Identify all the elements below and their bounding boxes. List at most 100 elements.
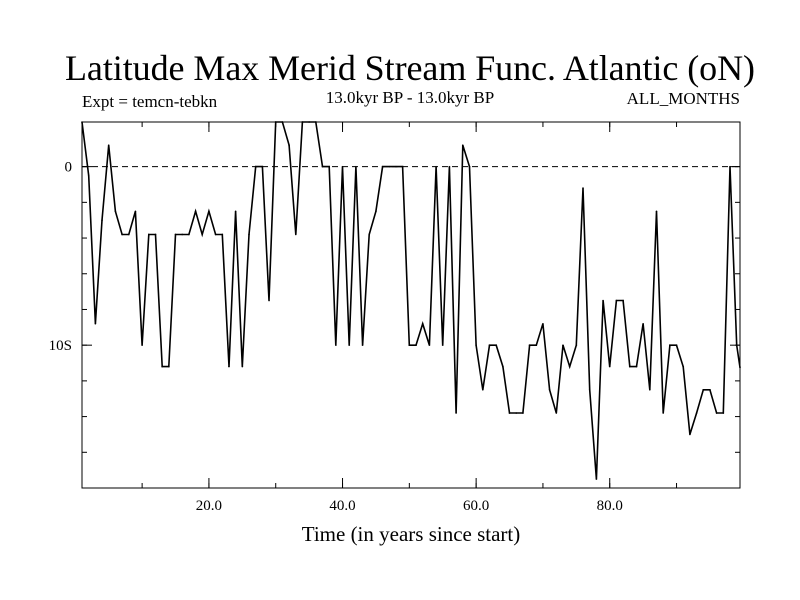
data-point: [308, 121, 310, 123]
data-point: [542, 322, 544, 325]
data-point: [81, 121, 83, 123]
data-point: [261, 165, 264, 168]
data-point: [107, 144, 110, 147]
data-point: [214, 233, 217, 236]
data-point: [341, 165, 344, 168]
data-point: [702, 389, 705, 391]
data-point: [461, 144, 464, 147]
data-point: [709, 389, 711, 391]
data-point: [355, 165, 357, 168]
data-point: [562, 344, 564, 346]
data-point: [208, 210, 210, 213]
data-point: [669, 344, 671, 346]
data-point: [715, 412, 718, 414]
data-point: [194, 210, 197, 213]
data-point: [388, 165, 391, 168]
data-point: [381, 165, 384, 168]
data-point: [321, 165, 324, 168]
data-point: [441, 344, 444, 346]
data-point: [375, 210, 377, 213]
x-tick-label: 20.0: [196, 498, 222, 514]
data-point: [368, 233, 371, 236]
data-point: [528, 344, 531, 346]
x-tick-label: 60.0: [463, 498, 489, 514]
data-point: [174, 233, 177, 236]
data-point: [695, 412, 698, 414]
data-point: [475, 344, 477, 346]
data-point: [395, 165, 397, 168]
months-label: ALL_MONTHS: [627, 89, 740, 108]
data-point: [154, 233, 157, 236]
x-tick-label: 40.0: [329, 498, 355, 514]
data-point: [675, 344, 678, 346]
data-point: [121, 233, 123, 236]
data-point: [94, 322, 97, 325]
data-point: [642, 322, 644, 325]
data-point: [568, 365, 571, 368]
data-point: [615, 299, 618, 302]
data-point: [428, 344, 431, 346]
data-point: [468, 165, 471, 168]
data-point: [555, 412, 558, 414]
series-points: [81, 121, 741, 480]
data-point: [435, 165, 437, 168]
series-line: [81, 121, 741, 480]
data-point: [522, 412, 524, 414]
data-point: [575, 344, 578, 346]
data-point: [234, 210, 237, 213]
data-point: [415, 344, 417, 346]
data-point: [161, 365, 163, 368]
data-point: [482, 389, 484, 391]
data-point: [608, 365, 611, 368]
data-point: [127, 233, 130, 236]
data-point: [622, 299, 624, 302]
data-point: [488, 344, 491, 346]
data-point: [515, 412, 518, 414]
data-point: [722, 412, 725, 414]
period-label: 13.0kyr BP - 13.0kyr BP: [326, 88, 494, 107]
data-point: [148, 233, 150, 236]
data-point: [141, 344, 143, 346]
data-point: [114, 210, 117, 213]
data-point: [281, 121, 284, 123]
data-point: [548, 389, 551, 391]
data-point: [254, 165, 257, 168]
data-point: [408, 344, 411, 346]
data-point: [421, 322, 424, 325]
data-point: [301, 121, 304, 123]
plot-frame: [81, 121, 741, 489]
data-point: [735, 344, 738, 346]
data-point: [535, 344, 538, 346]
data-point: [595, 478, 598, 480]
data-point: [361, 344, 364, 346]
data-point: [649, 389, 651, 391]
data-point: [288, 144, 290, 147]
data-point: [315, 121, 317, 123]
data-point: [495, 344, 497, 346]
y-axis-ticks: 0 10S: [49, 160, 740, 354]
data-point: [502, 365, 504, 368]
data-point: [101, 219, 103, 221]
data-point: [628, 365, 631, 368]
data-point: [729, 165, 731, 168]
data-point: [689, 433, 691, 436]
data-point: [168, 365, 170, 368]
data-point: [241, 365, 244, 368]
data-point: [268, 299, 270, 302]
y-tick-label: 0: [65, 160, 73, 176]
data-point: [248, 233, 250, 236]
data-point: [682, 365, 685, 368]
data-point: [348, 344, 351, 346]
data-point: [274, 121, 277, 123]
x-tick-label: 80.0: [597, 498, 623, 514]
data-point: [401, 165, 404, 168]
x-axis-ticks: 20.0 40.0 60.0 80.0: [196, 122, 623, 514]
data-point: [582, 187, 584, 189]
data-point: [221, 233, 224, 236]
data-point: [228, 365, 230, 368]
data-point: [588, 389, 591, 391]
data-point: [739, 366, 741, 369]
minor-ticks: [82, 122, 740, 488]
experiment-label: Expt = temcn-tebkn: [82, 92, 218, 111]
